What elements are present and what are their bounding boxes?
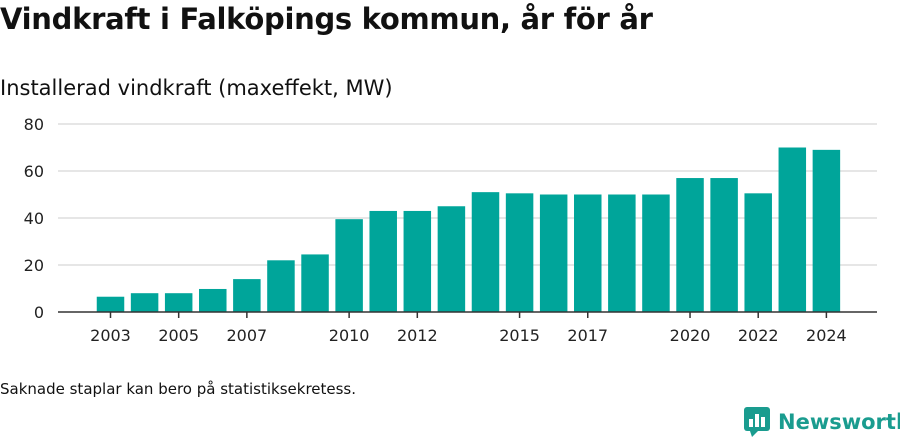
y-tick-label: 0 [34,303,44,322]
x-tick-label: 2022 [738,326,779,345]
bar-chart: 0 20 40 60 80 2003 2005 2007 2010 2012 2015 2017 202… [24,115,877,345]
bar-2018 [608,194,636,312]
bar-2019 [642,194,670,312]
x-tick-label: 2010 [329,326,370,345]
newsworthy-logo-icon [744,407,770,437]
bar-2006 [199,288,227,312]
brand-name: Newsworthy [778,410,900,434]
bar-2004 [130,293,159,312]
bar-2023 [778,147,807,312]
y-tick-label: 80 [24,115,44,134]
bar-2013 [437,206,466,312]
bar-2003 [96,296,125,312]
bar-2020 [676,178,704,312]
bar-2009 [301,254,329,312]
bar-2010 [335,219,363,312]
brand-logo: Newsworthy [744,406,900,438]
bar-2021 [710,178,738,312]
bar-2008 [267,260,295,312]
gridlines [58,123,877,266]
x-tick-label: 2015 [499,326,540,345]
x-tick-label: 2003 [90,326,131,345]
bar-2017 [574,194,602,312]
x-tick-label: 2005 [158,326,199,345]
bar-2016 [539,194,568,312]
x-tick-label: 2012 [397,326,438,345]
bar-2007 [233,279,261,312]
x-tick-label: 2007 [227,326,268,345]
bar-2012 [403,210,432,312]
bars [96,147,841,312]
bar-2011 [369,210,397,312]
bar-2015 [505,193,534,312]
bar-2022 [744,193,772,312]
y-tick-label: 60 [24,162,44,181]
x-tick-label: 2020 [670,326,711,345]
bar-2014 [471,192,500,312]
bar-2005 [164,293,193,312]
bar-2024 [812,149,841,312]
y-tick-label: 40 [24,209,44,228]
footnote: Saknade staplar kan bero på statistiksek… [0,380,357,398]
axes: 0 20 40 60 80 2003 2005 2007 2010 2012 2015 2017 202… [24,115,877,345]
chart-title: Vindkraft i Falköpings kommun, år för år [0,2,653,36]
y-tick-label: 20 [24,256,44,275]
chart-subtitle: Installerad vindkraft (maxeffekt, MW) [0,76,393,100]
x-tick-label: 2017 [567,326,608,345]
x-tick-label: 2024 [806,326,847,345]
